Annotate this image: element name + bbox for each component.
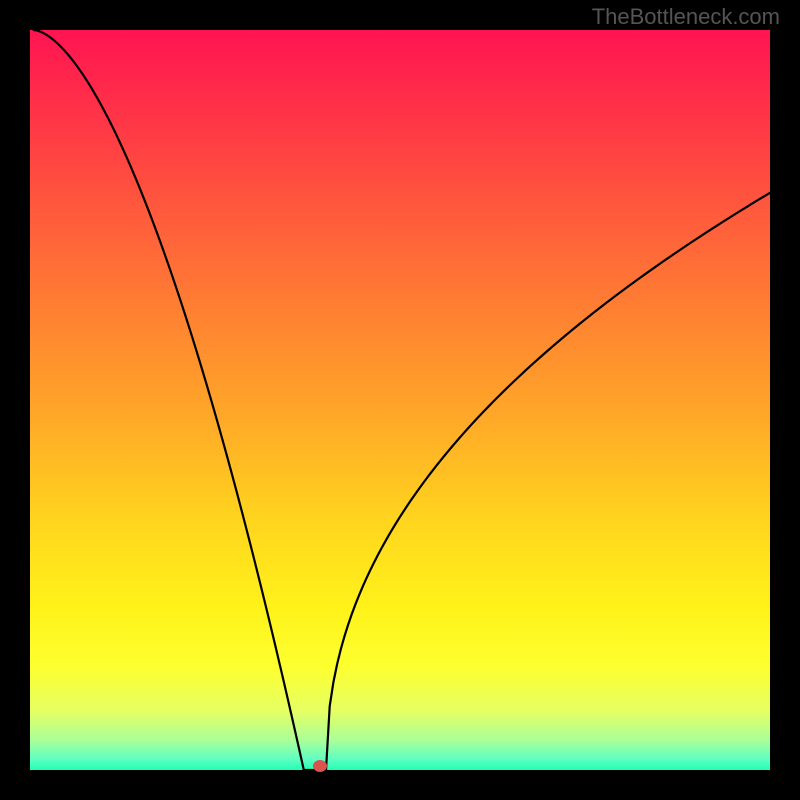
watermark-text: TheBottleneck.com [592, 4, 780, 30]
optimum-marker [313, 760, 327, 772]
plot-area [30, 30, 770, 770]
bottleneck-curve [30, 30, 770, 770]
